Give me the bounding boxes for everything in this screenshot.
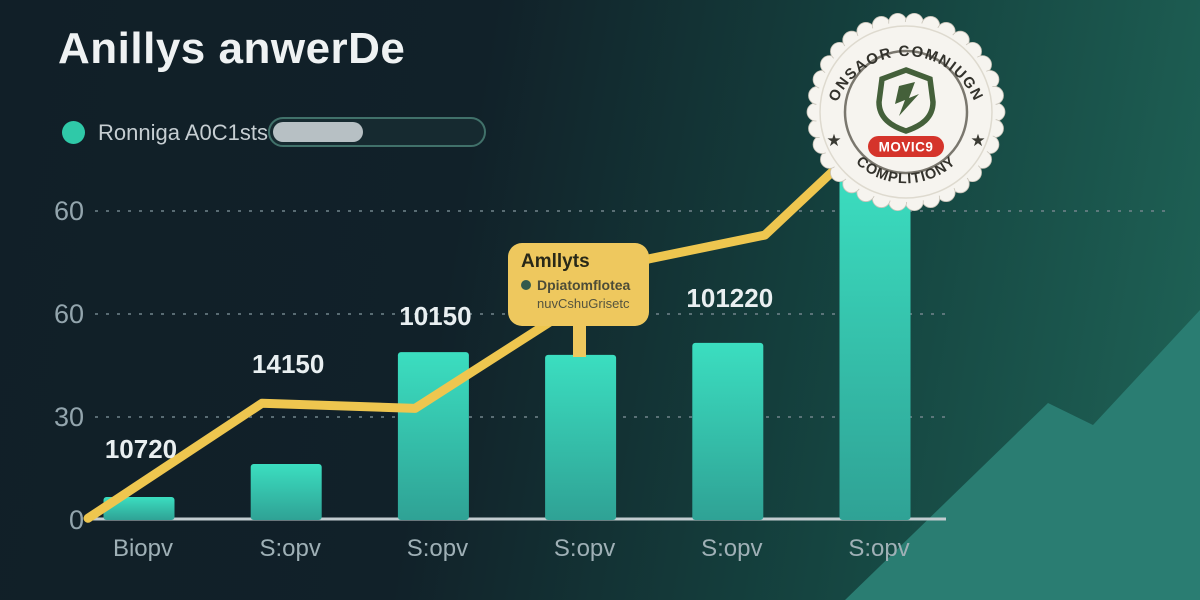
page-title: Anillys anwerDe: [58, 24, 406, 73]
badge-outer-ring: [819, 25, 993, 199]
bar: [103, 496, 175, 520]
progress-bar: [268, 117, 486, 147]
badge-star-right-icon: ★: [970, 131, 985, 150]
x-axis-label: S:opv: [554, 535, 615, 562]
x-axis-label: Biopv: [113, 535, 173, 562]
badge-inner-ring: [843, 49, 969, 175]
trend-line: [83, 161, 843, 523]
background-mountain-shape: [845, 310, 1200, 600]
x-axis-label: S:opv: [407, 535, 468, 562]
badge-ribbon-pill: [868, 136, 944, 157]
bar-value-label: 10150: [399, 301, 471, 331]
bar: [692, 342, 764, 520]
y-tick-label: 60: [54, 299, 84, 329]
badge-shield-bolt-icon: [895, 82, 919, 116]
x-axis-label: S:opv: [260, 535, 321, 562]
bar: [397, 352, 469, 520]
callout-text-line1: Dpiatomflotea: [537, 276, 631, 293]
bar-value-label: 14150: [252, 349, 324, 379]
y-tick-label: 30: [54, 402, 84, 432]
progress-fill: [273, 122, 363, 142]
x-axis-label: S:opv: [848, 535, 909, 562]
legend-dot-icon: [62, 121, 85, 144]
bar-value-label: 101220: [686, 283, 773, 313]
badge-pill-text: MOVIC9: [879, 140, 934, 155]
callout-text-line2: nuvCshuGrisetc: [537, 295, 630, 311]
y-tick-label: 0: [69, 505, 84, 535]
callout-title: Amllyts: [521, 251, 590, 272]
award-seal-badge: ONSAOR COMNIUGN COMPLITIONY ★ ★ MOVIC9: [806, 12, 1006, 212]
legend-label: Ronniga A0C1sts: [98, 120, 268, 145]
y-tick-label: 60: [54, 196, 84, 226]
callout-bullet-icon: [521, 279, 531, 290]
callout-row: Dpiatomflotea: [521, 277, 636, 293]
callout-box: Amllyts Dpiatomflotea nuvCshuGrisetc: [508, 243, 649, 326]
bar: [250, 464, 322, 520]
bar-value-label: 10720: [105, 434, 177, 464]
badge-star-left-icon: ★: [826, 131, 841, 150]
bar: [545, 354, 617, 520]
x-axis-label: S:opv: [701, 535, 762, 562]
callout-stem: [573, 320, 586, 357]
bar: [839, 171, 911, 521]
